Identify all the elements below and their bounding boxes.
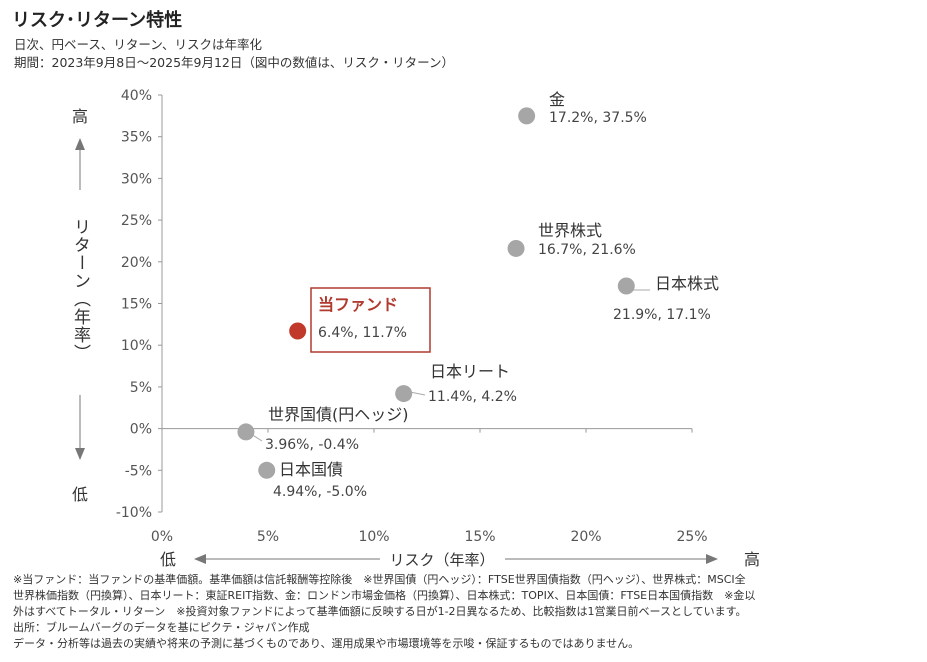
y-tick-label: 20% (121, 255, 152, 271)
x-tick-label: 15% (464, 529, 495, 545)
y-tick-label: 40% (121, 88, 152, 104)
fund-highlight-box (310, 287, 431, 353)
right-arrow-icon (706, 554, 718, 564)
x-tick-label: 20% (570, 529, 601, 545)
x-tick-label: 25% (676, 529, 707, 545)
point-value-label: 3.96%, -0.4% (265, 437, 359, 453)
footnote-line: 世界株価指数（円換算）、日本リート：東証REIT指数、金：ロンドン市場金価格（円… (13, 589, 756, 602)
y-tick-label: 30% (121, 171, 152, 187)
y-axis-title: リターン（年率） (70, 218, 91, 362)
point-value-label: 6.4%, 11.7% (318, 325, 407, 341)
benchmark-point (258, 461, 276, 479)
footnote-line: 外はすべてトータル・リターン ※投資対象ファンドによって基準価額に反映する日が1… (13, 605, 747, 618)
y-high-label: 高 (72, 107, 88, 126)
benchmark-point (507, 239, 525, 257)
point-value-label: 17.2%, 37.5% (549, 110, 647, 126)
y-tick-label: 10% (121, 338, 152, 354)
x-high-label: 高 (744, 550, 760, 569)
risk-return-chart: -10% -5% 0% 5% 10% 15% 20% 25% 30% 35% 40% 0% 5% 10% 1… (70, 88, 760, 569)
x-axis-title: リスク（年率） (389, 551, 494, 569)
point-name-label: 世界株式 (538, 221, 602, 240)
y-low-label: 低 (72, 485, 88, 504)
y-tick-label: 25% (121, 213, 152, 229)
subtitle-basis: 日次、円ベース、リターン、リスクは年率化 (14, 37, 263, 52)
y-tick-label: 15% (121, 297, 152, 313)
point-name-label: 当ファンド (318, 295, 398, 314)
y-tick-label: 0% (130, 422, 152, 438)
x-tick-label: 10% (358, 529, 389, 545)
benchmark-point (395, 385, 413, 403)
x-tick-label: 0% (151, 529, 173, 545)
benchmark-point (518, 107, 536, 125)
point-value-label: 16.7%, 21.6% (538, 242, 636, 258)
up-arrow-icon (75, 138, 85, 150)
down-arrow-icon (75, 448, 85, 460)
y-tick-label: 35% (121, 130, 152, 146)
point-name-label: 金 (549, 90, 565, 109)
leader-line (409, 391, 426, 396)
point-name-label: 世界国債(円ヘッジ) (268, 405, 409, 424)
point-name-label: 日本リート (430, 362, 510, 381)
chart-marks: 金17.2%, 37.5% 世界株式 16.7%, 21.6% 日本株式 21.9%, … (237, 90, 719, 500)
footnote-line: ※当ファンド：当ファンドの基準価額。基準価額は信託報酬等控除後 ※世界国債（円ヘ… (13, 573, 746, 586)
footnotes: ※当ファンド：当ファンドの基準価額。基準価額は信託報酬等控除後 ※世界国債（円ヘ… (13, 572, 918, 652)
chart-axes: -10% -5% 0% 5% 10% 15% 20% 25% 30% 35% 40% 0% 5% 10% 1… (70, 88, 760, 569)
y-tick-label: -5% (125, 463, 152, 479)
y-tick-label: 5% (130, 380, 152, 396)
point-value-label: 11.4%, 4.2% (428, 389, 517, 405)
benchmark-point (237, 423, 255, 441)
y-tick-label: -10% (116, 505, 152, 521)
disclaimer: データ・分析等は過去の実績や将来の予測に基づくものであり、運用成果や市場環境等を… (13, 637, 640, 650)
subtitle-period: 期間：2023年9月8日～2025年9月12日（図中の数値は、リスク・リターン） (14, 55, 455, 70)
x-low-label: 低 (160, 550, 176, 569)
fund-point (289, 322, 307, 340)
left-arrow-icon (194, 554, 206, 564)
point-value-label: 4.94%, -5.0% (273, 484, 367, 500)
page-title: リスク･リターン特性 (12, 10, 183, 31)
source-note: 出所：ブルームバーグのデータを基にピクテ・ジャパン作成 (13, 621, 310, 634)
benchmark-point (617, 277, 635, 295)
point-name-label: 日本国債 (279, 460, 343, 479)
point-name-label: 日本株式 (655, 274, 719, 293)
x-tick-label: 5% (257, 529, 279, 545)
point-value-label: 21.9%, 17.1% (613, 307, 711, 323)
